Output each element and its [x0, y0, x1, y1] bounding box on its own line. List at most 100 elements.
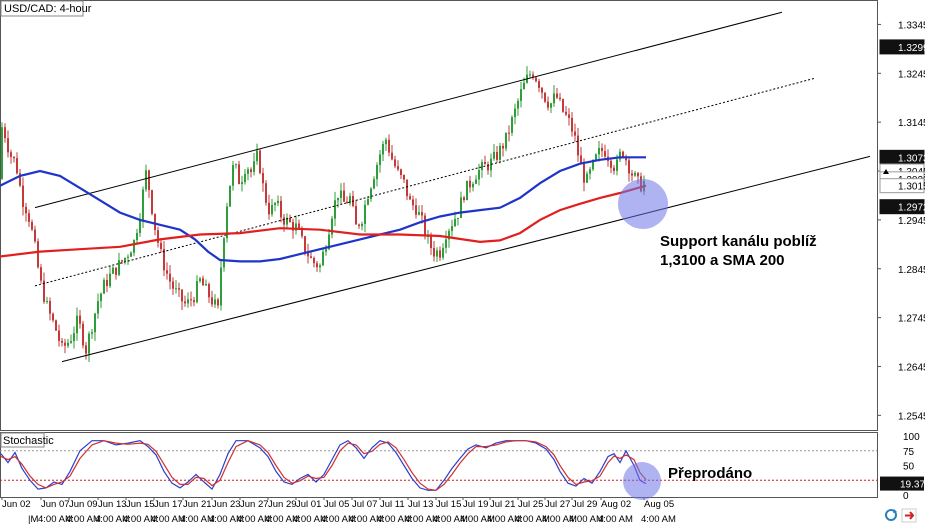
candle-body	[475, 179, 477, 184]
candle-body	[70, 341, 72, 343]
candle-body	[418, 212, 420, 215]
symbol-label: USD/CAD: 4-hour	[4, 3, 92, 15]
candle-body	[187, 299, 189, 304]
channel-upper-line	[34, 11, 783, 209]
candle-body	[424, 215, 426, 237]
x-tick-label-date: Jun 15	[126, 499, 155, 510]
x-tick-label-time: 4:00 AM	[66, 514, 101, 525]
x-tick-label-time: 4:00 AM	[237, 514, 272, 525]
candle-body	[292, 221, 294, 231]
candle-body	[280, 200, 282, 218]
candle-body	[262, 173, 264, 184]
candle-body	[211, 297, 213, 305]
candle-body	[406, 179, 408, 197]
candle-body	[394, 159, 396, 167]
candle-body	[619, 151, 621, 160]
candle-body	[10, 152, 12, 157]
candle-body	[460, 197, 462, 218]
candle-body	[37, 241, 39, 268]
candle-body	[451, 226, 453, 231]
candle-body	[610, 160, 612, 168]
candle-body	[58, 330, 60, 341]
candle-body	[106, 280, 108, 287]
stochastic-value-box	[880, 476, 924, 491]
candle-body	[301, 229, 303, 237]
candle-body	[274, 203, 276, 206]
candle-body	[142, 189, 144, 220]
candle-body	[136, 232, 138, 241]
candle-body	[220, 267, 222, 306]
candle-body	[31, 222, 33, 230]
x-tick-label-time: 4:00 AM	[569, 514, 604, 525]
candle-body	[313, 257, 315, 264]
y-tick-label: 1.2745	[898, 314, 925, 325]
candle-body	[190, 299, 192, 301]
candle-body	[370, 188, 372, 200]
arrow-right-icon[interactable]	[901, 508, 917, 523]
x-tick-label-date: Jul 21	[490, 499, 515, 510]
candle-body	[355, 205, 357, 225]
candle-body	[175, 288, 177, 290]
up-arrow-icon	[883, 169, 889, 175]
candle-body	[256, 150, 258, 162]
candle-body	[520, 89, 522, 101]
candle-body	[448, 230, 450, 240]
x-tick-label-time: 4:00 AM	[38, 514, 73, 525]
x-tick-label-time: 4:00 AM	[515, 514, 550, 525]
x-tick-label-date: Jul 11	[380, 499, 405, 510]
candle-body	[364, 204, 366, 224]
candle-body	[637, 172, 639, 177]
x-tick-label-time: 4:00 AM	[405, 514, 440, 525]
stochastic-tick-label: 100	[903, 432, 920, 443]
x-tick-label-date: Jul 25	[518, 499, 543, 510]
candle-body	[130, 252, 132, 257]
candle-body	[169, 273, 171, 282]
candle-body	[535, 77, 537, 82]
stochastic-tick-label: 50	[903, 462, 915, 473]
candle-body	[202, 278, 204, 286]
candle-body	[265, 183, 267, 203]
stochastic-label: Stochastic	[3, 435, 54, 447]
x-tick-label-date: Jul 29	[572, 499, 597, 510]
candle-body	[145, 170, 147, 190]
candle-body	[226, 206, 228, 239]
candle-body	[28, 213, 30, 223]
candle-body	[568, 114, 570, 118]
candle-body	[496, 151, 498, 160]
candle-body	[439, 250, 441, 258]
x-tick-label-date: Jun 29	[268, 499, 297, 510]
candle-body	[628, 160, 630, 174]
x-tick-label-date: Jun 02	[2, 499, 31, 510]
candle-body	[601, 148, 603, 152]
candle-body	[409, 196, 411, 200]
x-tick-label-time: 4:00 AM	[293, 514, 328, 525]
candle-body	[523, 82, 525, 90]
candle-body	[493, 151, 495, 159]
candle-body	[463, 197, 465, 201]
candle-body	[457, 217, 459, 219]
candle-body	[34, 229, 36, 242]
candle-body	[181, 289, 183, 302]
candle-body	[160, 242, 162, 249]
candle-body	[298, 223, 300, 230]
candle-body	[487, 164, 489, 171]
candle-body	[343, 190, 345, 202]
candle-body	[295, 223, 297, 231]
refresh-icon[interactable]	[885, 509, 897, 521]
support-annotation-line2: 1,3100 a SMA 200	[660, 252, 785, 269]
candle-body	[55, 320, 57, 331]
candle-body	[379, 154, 381, 165]
x-tick-label-date: Jun 21	[183, 499, 212, 510]
candle-body	[232, 165, 234, 186]
candle-body	[151, 190, 153, 214]
candle-body	[157, 230, 159, 243]
candle-body	[517, 100, 519, 109]
candle-body	[574, 131, 576, 136]
candle-body	[358, 224, 360, 227]
stochastic-d-line	[0, 440, 647, 491]
channel-mid-line	[34, 77, 816, 287]
price-tag-label: 1.3015	[898, 182, 925, 193]
y-tick-label: 1.2645	[898, 362, 925, 373]
candle-body	[631, 173, 633, 176]
candle-body	[253, 161, 255, 172]
